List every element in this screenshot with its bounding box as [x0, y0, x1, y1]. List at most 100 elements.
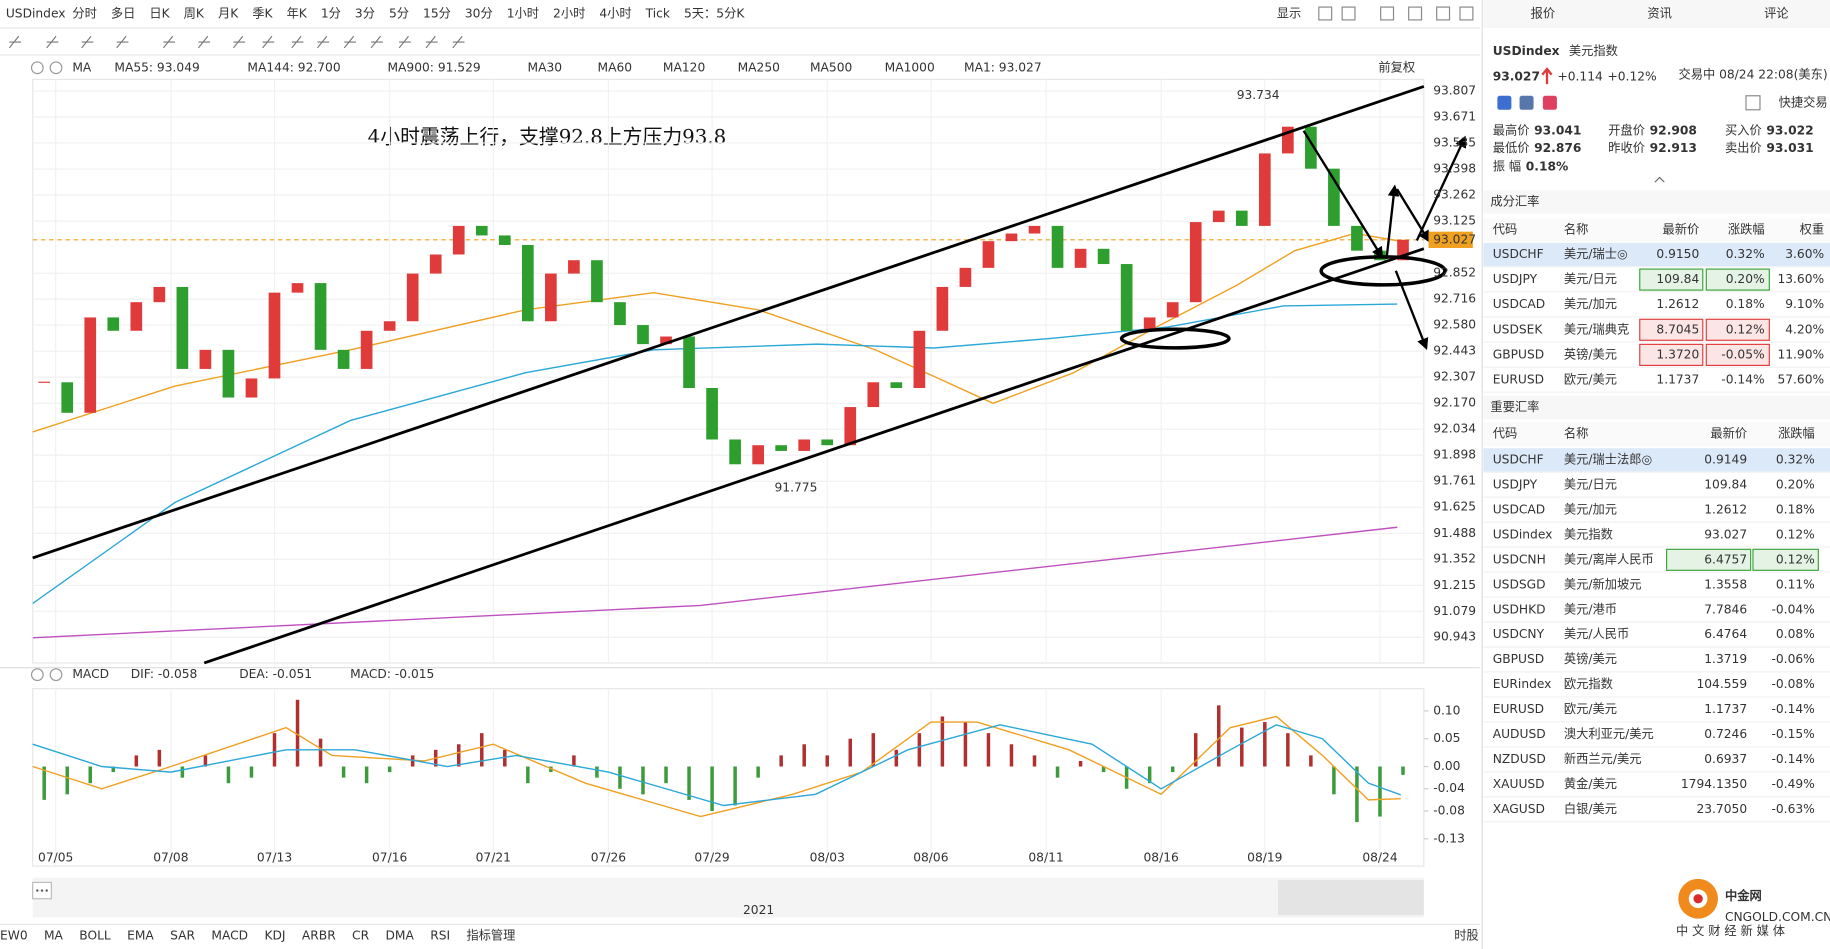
panel-tab[interactable]: 报价 [1531, 6, 1555, 21]
row-price: 1.3719 [1704, 652, 1747, 666]
row-code[interactable]: GBPUSD [1493, 652, 1544, 666]
tool-icon[interactable] [1408, 6, 1423, 21]
row-code[interactable]: AUDUSD [1493, 727, 1546, 741]
row-code[interactable]: NZDUSD [1493, 752, 1546, 766]
eye-icon[interactable] [49, 61, 63, 75]
candle [199, 349, 212, 369]
stat-value: 92.908 [1650, 123, 1697, 137]
row-weight: 3.60% [1785, 247, 1824, 261]
row-code[interactable]: GBPUSD [1493, 347, 1544, 361]
row-name: 美元/离岸人民币 [1564, 551, 1654, 566]
row-code[interactable]: USDindex [1493, 527, 1553, 541]
draw-tool-icon[interactable] [116, 35, 129, 49]
tool-icon[interactable] [1436, 6, 1451, 21]
timeline-window[interactable] [1277, 880, 1424, 916]
quote-icon[interactable] [1497, 95, 1512, 110]
corner-tab: 时股 [1454, 929, 1479, 943]
row-name: 英镑/美元 [1564, 346, 1617, 361]
row-code[interactable]: EURUSD [1493, 702, 1544, 716]
candle [706, 387, 718, 440]
draw-tool-icon[interactable] [398, 35, 411, 49]
arrow [1385, 184, 1400, 260]
row-code[interactable]: USDCHF [1493, 452, 1544, 466]
y-tick-label: 93.262 [1433, 188, 1476, 202]
row-code[interactable]: EURindex [1493, 677, 1552, 691]
macd-bar [1309, 755, 1313, 767]
draw-tool-icon[interactable] [316, 35, 330, 49]
row-code[interactable]: USDCNY [1493, 627, 1545, 641]
quote-icon[interactable] [1519, 95, 1534, 110]
column-header: 名称 [1564, 221, 1588, 236]
draw-tool-icon[interactable] [232, 35, 246, 49]
tool-icon[interactable] [1341, 6, 1356, 21]
candle [1005, 233, 1018, 242]
draw-tool-icon[interactable] [8, 35, 22, 49]
candle [752, 445, 764, 465]
draw-tool-icon[interactable] [425, 35, 438, 49]
row-change: 0.20% [1726, 272, 1765, 286]
quote-icon[interactable] [1542, 95, 1557, 110]
row-name: 美元/人民币 [1564, 627, 1629, 641]
draw-tool-icon[interactable] [343, 35, 356, 49]
tool-icon[interactable] [1459, 6, 1474, 21]
candle [568, 260, 580, 274]
settings-icon[interactable] [30, 61, 44, 75]
x-tick-label: 08/11 [1028, 850, 1063, 864]
draw-tool-icon[interactable] [370, 35, 383, 49]
eye-icon[interactable] [49, 668, 63, 682]
panel-tab[interactable]: 评论 [1764, 7, 1789, 21]
y-tick-label: 93.125 [1433, 214, 1476, 228]
candle [475, 225, 488, 236]
tool-icon[interactable] [1380, 6, 1395, 21]
period-tab: 2小时 [553, 7, 585, 21]
candle [545, 273, 557, 322]
panel-tab[interactable]: 资讯 [1647, 7, 1672, 21]
row-code[interactable]: USDCAD [1493, 297, 1546, 311]
row-price: 6.4764 [1704, 627, 1747, 641]
row-code[interactable]: USDCNH [1493, 552, 1546, 566]
row-weight: 13.60% [1777, 272, 1824, 286]
draw-tool-icon[interactable] [46, 35, 59, 49]
row-code[interactable]: USDSGD [1493, 577, 1546, 591]
candle [452, 225, 465, 255]
draw-tool-icon[interactable] [452, 35, 465, 49]
draw-tool-icon[interactable] [291, 35, 304, 49]
row-code[interactable]: USDCAD [1493, 502, 1546, 516]
timeline-bar[interactable] [32, 877, 1424, 918]
row-code[interactable]: XAUUSD [1493, 777, 1545, 791]
macd-bar [526, 766, 530, 784]
collapse-icon[interactable] [1654, 176, 1665, 183]
row-code[interactable]: USDHKD [1493, 602, 1546, 616]
period-tab: 周K [184, 7, 205, 21]
tool-icon[interactable] [1318, 6, 1333, 21]
row-code[interactable]: XAGUSD [1493, 802, 1545, 816]
row-code[interactable]: EURUSD [1493, 372, 1544, 386]
logo-site: CNGOLD.COM.CN [1725, 910, 1830, 924]
draw-tool-icon[interactable] [162, 35, 176, 49]
macd-legend: DIF: -0.058 [131, 667, 198, 681]
indicator-tab: DMA [385, 929, 414, 943]
selected-row [1483, 448, 1830, 472]
symbol: USDindex [6, 7, 66, 21]
drawings [32, 85, 1467, 665]
draw-tool-icon[interactable] [81, 35, 94, 49]
row-code[interactable]: USDJPY [1493, 272, 1538, 286]
candle [936, 286, 949, 331]
settings-icon[interactable] [30, 668, 44, 682]
draw-tool-icon[interactable] [197, 35, 211, 49]
ma-line [32, 303, 1398, 605]
draw-tool-icon[interactable] [262, 35, 275, 49]
macd-bar [756, 766, 760, 778]
ma-legend: MA55: 93.049 [114, 60, 199, 74]
row-name: 美元指数 [1564, 526, 1613, 541]
quick-trade[interactable]: 快捷交易 [1779, 94, 1828, 109]
row-code[interactable]: USDSEK [1493, 322, 1544, 336]
macd-bar [1055, 766, 1060, 778]
x-tick-label: 07/08 [153, 850, 188, 864]
indicator-tab: EW0 [0, 929, 28, 943]
row-code[interactable]: USDCHF [1493, 247, 1544, 261]
row-code[interactable]: USDJPY [1493, 477, 1538, 491]
flash-box [1639, 268, 1704, 291]
row-change: 0.32% [1726, 247, 1765, 261]
